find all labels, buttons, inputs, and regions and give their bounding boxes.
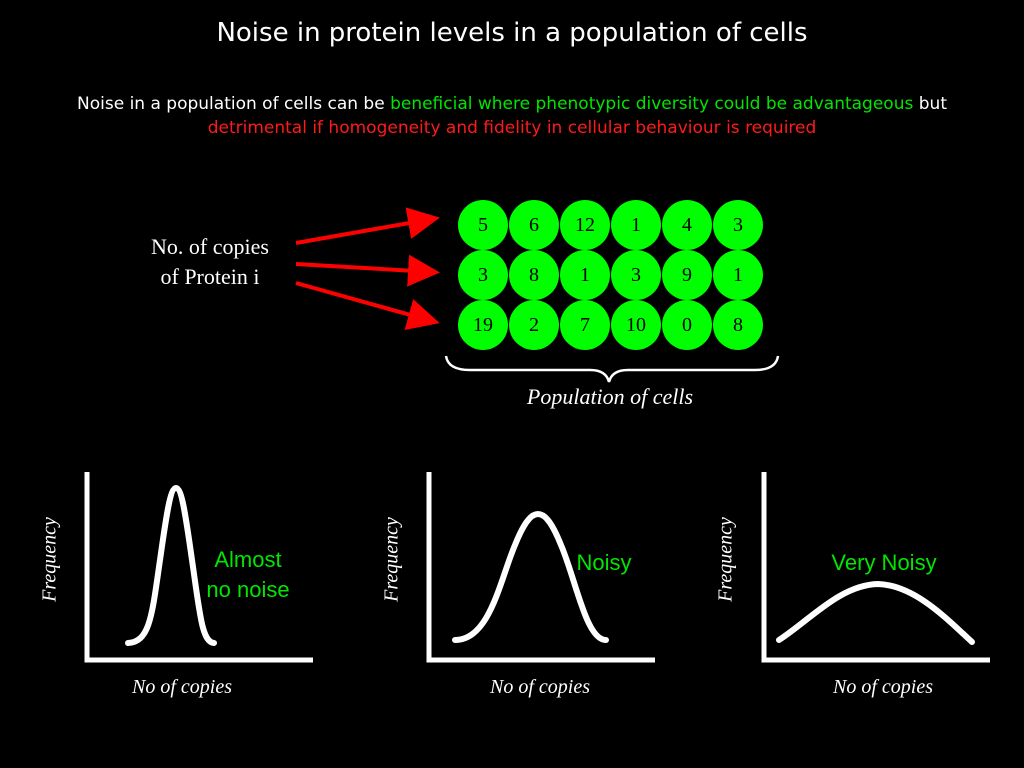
arrow-to-row2: [295, 254, 440, 287]
plot1-axes: [84, 472, 313, 663]
arrow-to-row3: [295, 281, 440, 330]
plot1-curve: [125, 484, 217, 646]
cell-r3-c3: 7: [560, 300, 610, 350]
plot1-ylabel: Frequency: [38, 517, 61, 602]
plot1-noise-label: Almost no noise: [188, 545, 308, 605]
cell-r3-c4: 10: [611, 300, 661, 350]
cell-r3-c6: 8: [713, 300, 763, 350]
cell-r2-c2: 8: [509, 250, 559, 300]
cell-r2-c4: 3: [611, 250, 661, 300]
population-brace: [444, 355, 780, 383]
slide-subtitle: Noise in a population of cells can be be…: [40, 92, 984, 140]
plot2-noise-label: Noisy: [554, 548, 654, 578]
plot2-axes: [426, 472, 655, 663]
cell-r3-c2: 2: [509, 300, 559, 350]
plot1-xlabel: No of copies: [132, 676, 232, 698]
plot1-noise-line2: no noise: [206, 577, 290, 602]
plot3-ylabel: Frequency: [714, 517, 737, 602]
subtitle-beneficial: beneficial where phenotypic diversity co…: [390, 94, 914, 114]
cell-r2-c1: 3: [458, 250, 508, 300]
plot3-noise-line1: Very Noisy: [831, 550, 937, 575]
plot2-xlabel: No of copies: [490, 676, 590, 698]
cell-r3-c1: 19: [458, 300, 508, 350]
population-label: Population of cells: [526, 384, 694, 409]
plot2-noise-line1: Noisy: [576, 550, 632, 575]
cell-r1-c1: 5: [458, 200, 508, 250]
plot3-axes: [761, 472, 990, 663]
slide-title: Noise in protein levels in a population …: [216, 18, 808, 48]
plot3-xlabel: No of copies: [833, 676, 933, 698]
subtitle-intro: Noise in a population of cells can be: [77, 94, 391, 114]
protein-label-line1: No. of copies: [151, 234, 269, 259]
plot1-noise-line1: Almost: [214, 547, 282, 572]
cell-r1-c4: 1: [611, 200, 661, 250]
cell-r2-c3: 1: [560, 250, 610, 300]
plot2-curve: [452, 510, 609, 643]
arrow-to-row1: [295, 207, 440, 245]
plot3-noise-label: Very Noisy: [814, 548, 954, 578]
cell-r1-c3: 12: [560, 200, 610, 250]
subtitle-detrimental: detrimental if homogeneity and fidelity …: [207, 118, 817, 138]
plot2-ylabel: Frequency: [380, 517, 403, 602]
cell-r1-c6: 3: [713, 200, 763, 250]
protein-label-line2: of Protein i: [160, 264, 260, 289]
cell-r3-c5: 0: [662, 300, 712, 350]
cell-r1-c2: 6: [509, 200, 559, 250]
subtitle-but: but: [913, 94, 947, 114]
plot3-curve: [776, 580, 975, 645]
cell-r1-c5: 4: [662, 200, 712, 250]
protein-copies-label: No. of copies of Protein i: [120, 232, 300, 292]
cell-r2-c5: 9: [662, 250, 712, 300]
cell-r2-c6: 1: [713, 250, 763, 300]
